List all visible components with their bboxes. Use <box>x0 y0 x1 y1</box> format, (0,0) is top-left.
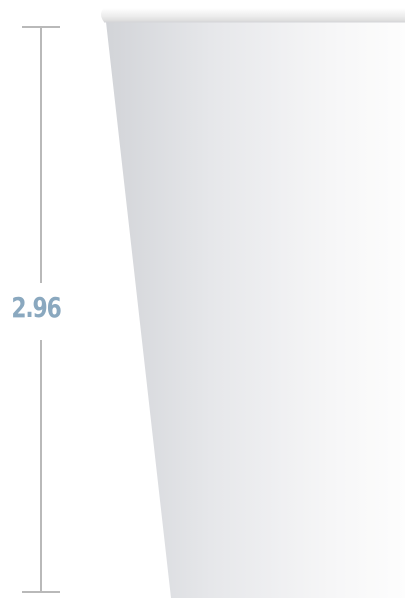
cup-body <box>106 22 405 598</box>
dimension-line-icon <box>22 26 60 593</box>
height-dimension-label: 2.96 <box>7 290 65 326</box>
cup-rim <box>101 8 405 22</box>
